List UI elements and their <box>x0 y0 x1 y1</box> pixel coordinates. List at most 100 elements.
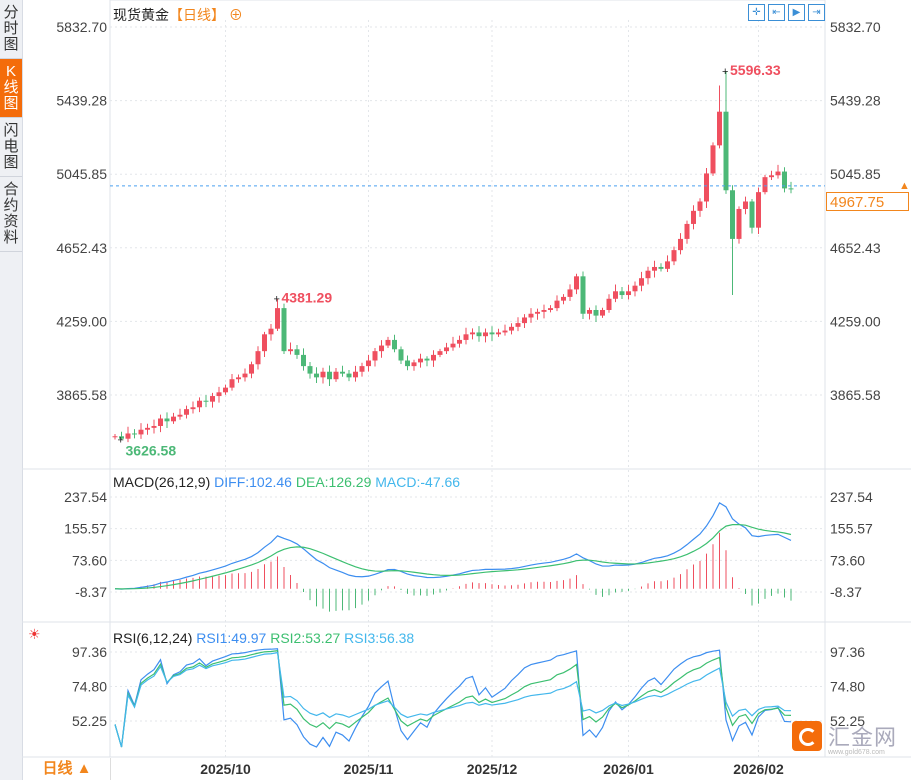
candle-body <box>626 291 631 296</box>
chart-title: 现货黄金【日线】 ⊕ <box>113 5 243 25</box>
candle-body <box>476 332 482 337</box>
tab-timeshare[interactable]: 分时图 <box>0 0 22 59</box>
candle-body <box>294 349 300 355</box>
candle-body <box>158 418 163 426</box>
rsi-tick-left: 52.25 <box>72 713 107 729</box>
candle-body <box>379 345 384 352</box>
tab-flash[interactable]: 闪电图 <box>0 118 22 177</box>
candle-body <box>275 308 280 329</box>
candle-body <box>710 145 716 174</box>
price-tick-left: 5439.28 <box>56 93 107 109</box>
candle-body <box>736 208 742 239</box>
price-tick-right: 4259.00 <box>830 313 881 329</box>
price-tick-left: 3865.58 <box>56 387 107 403</box>
current-price-label: 4967.75 <box>826 192 909 211</box>
macd-tick-left: 237.54 <box>64 489 107 505</box>
candle-body <box>392 339 397 350</box>
circle-plus-icon[interactable]: ⊕ <box>228 7 243 23</box>
candle-body <box>717 111 722 146</box>
candle-body <box>671 250 677 262</box>
candle-body <box>528 313 534 318</box>
candle-body <box>652 266 657 271</box>
candle-body <box>112 436 118 438</box>
candle-body <box>359 366 365 372</box>
candle-body <box>398 349 404 361</box>
candle-body <box>203 400 209 402</box>
candle-body <box>444 347 449 352</box>
candle-body <box>281 308 287 352</box>
candle-body <box>769 175 774 178</box>
candle-body <box>190 407 196 410</box>
candle-body <box>164 418 170 422</box>
rsi3-value: RSI3:56.38 <box>344 630 415 646</box>
macd-tick-left: 73.60 <box>72 552 107 568</box>
candle-body <box>782 171 787 189</box>
candle-body <box>463 334 469 340</box>
candle-body <box>632 285 638 292</box>
candle-body <box>522 317 527 324</box>
candle-body <box>385 339 391 346</box>
candle-body <box>223 387 228 393</box>
candle-body <box>255 351 261 365</box>
candle-body <box>515 323 521 327</box>
zoom-fit-icon[interactable]: ⇤ <box>768 4 785 21</box>
macd-diff-value: DIFF:102.46 <box>214 474 292 490</box>
candle-body <box>353 371 358 378</box>
sun-settings-icon[interactable]: ☀ <box>28 626 41 642</box>
candle-body <box>145 427 150 430</box>
candle-body <box>788 188 794 190</box>
price-tick-left: 4652.43 <box>56 240 107 256</box>
logo-mark-icon <box>792 721 822 751</box>
rsi-label: RSI(6,12,24) <box>113 630 193 646</box>
candle-body <box>639 278 644 286</box>
rsi1-value: RSI1:49.97 <box>196 630 267 646</box>
marker-cross: + <box>274 294 280 306</box>
rsi-tick-left: 97.36 <box>72 644 107 660</box>
candle-body <box>691 210 696 224</box>
play-icon[interactable]: ▶ <box>788 4 805 21</box>
candle-body <box>606 298 612 310</box>
candle-body <box>307 366 313 374</box>
candle-body <box>775 171 781 176</box>
candle-body <box>743 201 748 209</box>
macd-tick-right: 237.54 <box>830 489 873 505</box>
candle-body <box>470 332 475 335</box>
period-selector[interactable]: 日线 ▲ <box>24 758 111 780</box>
date-label: 2026/02 <box>733 761 784 777</box>
symbol-name: 现货黄金 <box>113 7 169 23</box>
candle-body <box>567 289 573 297</box>
candle-body <box>340 371 345 374</box>
crosshair-icon[interactable]: ✛ <box>748 4 765 21</box>
candle-body <box>327 371 332 380</box>
tab-kline[interactable]: K线图 <box>0 59 22 118</box>
candle-body <box>138 429 144 435</box>
candle-body <box>704 173 709 202</box>
date-label: 2026/01 <box>603 761 654 777</box>
candle-body <box>197 400 202 408</box>
candle-body <box>489 332 495 335</box>
sidebar: 分时图 K线图 闪电图 合约资料 <box>0 0 23 780</box>
candle-body <box>301 354 306 367</box>
candle-body <box>249 364 254 374</box>
price-marker-label: 4381.29 <box>282 290 333 306</box>
candle-body <box>502 330 508 333</box>
candle-body <box>723 111 729 191</box>
scroll-end-icon[interactable]: ⇥ <box>808 4 825 21</box>
candle-body <box>450 343 456 348</box>
date-label: 2025/11 <box>344 761 394 777</box>
candle-body <box>216 392 222 397</box>
candle-body <box>411 362 417 367</box>
candle-body <box>678 238 683 251</box>
candle-body <box>333 371 339 380</box>
logo-url: www.gold678.com <box>828 749 885 756</box>
candle-body <box>665 261 670 269</box>
candle-body <box>125 433 131 439</box>
tab-contract-info[interactable]: 合约资料 <box>0 177 22 252</box>
candle-body <box>171 416 176 422</box>
price-tick-left: 5045.85 <box>56 166 107 182</box>
rsi2-value: RSI2:53.27 <box>270 630 341 646</box>
candle-body <box>535 311 540 314</box>
date-label: 2025/12 <box>467 761 518 777</box>
candle-body <box>548 308 553 310</box>
